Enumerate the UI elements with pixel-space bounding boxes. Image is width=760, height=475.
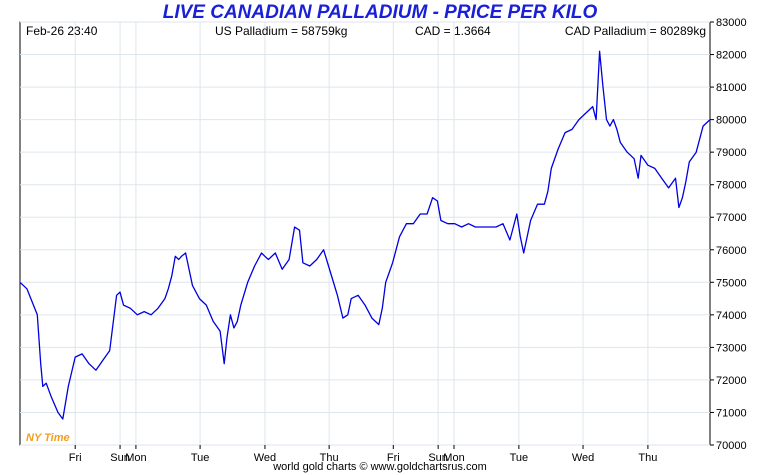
header-us-price: US Palladium = 58759kg <box>215 24 347 38</box>
y-tick-label: 80000 <box>716 115 747 127</box>
credit-line: world gold charts © www.goldchartsrus.co… <box>273 461 487 473</box>
x-tick-label: Tue <box>191 452 210 464</box>
x-tick-label: Fri <box>69 452 82 464</box>
x-tick-label: Mon <box>443 452 464 464</box>
y-tick-label: 73000 <box>716 342 747 354</box>
y-axis: 70000 71000 72000 73000 74000 75000 76000 77000… <box>710 17 747 452</box>
y-tick-label: 72000 <box>716 375 747 387</box>
y-tick-label: 83000 <box>716 17 747 29</box>
y-tick-label: 74000 <box>716 310 747 322</box>
timezone-label: NY Time <box>26 432 70 444</box>
header-timestamp: Feb-26 23:40 <box>26 24 98 38</box>
x-tick-label: Tue <box>510 452 529 464</box>
x-tick-label: Thu <box>320 452 339 464</box>
y-tick-label: 78000 <box>716 180 747 192</box>
y-tick-label: 81000 <box>716 82 747 94</box>
x-tick-label: Thu <box>638 452 657 464</box>
y-tick-label: 75000 <box>716 277 747 289</box>
y-tick-label: 77000 <box>716 212 747 224</box>
chart-title: LIVE CANADIAN PALLADIUM - PRICE PER KILO <box>162 2 598 23</box>
y-tick-label: 70000 <box>716 440 747 452</box>
x-tick-label: Mon <box>125 452 146 464</box>
x-tick-label: Wed <box>572 452 594 464</box>
x-tick-label: Fri <box>387 452 400 464</box>
x-tick-label: Wed <box>254 452 276 464</box>
grid-lines <box>20 21 710 446</box>
y-tick-label: 82000 <box>716 50 747 62</box>
y-tick-label: 76000 <box>716 245 747 257</box>
price-series-line <box>19 50 711 420</box>
header-cad-price: CAD Palladium = 80289kg <box>565 24 706 38</box>
x-tick-label: Sun <box>110 452 130 464</box>
x-tick-label: Sun <box>428 452 448 464</box>
header-fx-rate: CAD = 1.3664 <box>415 24 491 38</box>
y-tick-label: 79000 <box>716 147 747 159</box>
plot-area <box>19 21 711 446</box>
y-tick-label: 71000 <box>716 407 747 419</box>
